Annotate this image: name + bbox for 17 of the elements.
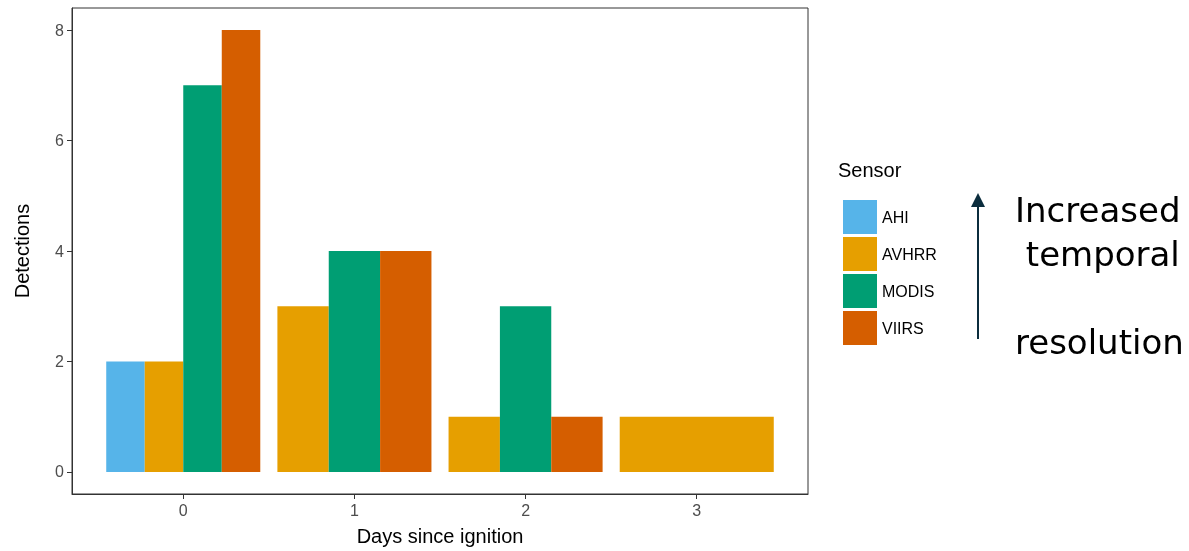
- x-tick-label: 3: [692, 501, 702, 519]
- y-tick-label: 6: [55, 132, 65, 150]
- legend-label: AVHRR: [882, 245, 937, 263]
- y-tick-label: 2: [55, 352, 65, 370]
- legend-label: VIIRS: [882, 319, 924, 337]
- legend-title: Sensor: [838, 159, 902, 181]
- x-tick-label: 2: [521, 501, 531, 519]
- x-tick-label: 0: [178, 501, 188, 519]
- legend-label: AHI: [882, 208, 909, 226]
- x-tick-label: 1: [349, 501, 359, 519]
- y-tick-label: 0: [55, 463, 65, 481]
- legend-label: MODIS: [882, 282, 935, 300]
- y-tick-label: 4: [55, 242, 65, 260]
- text: Increased temporal resolution: [1015, 190, 1184, 362]
- y-tick-label: 8: [55, 21, 65, 39]
- x-axis-title: Days since ignition: [356, 525, 524, 547]
- y-axis-title: Detections: [11, 203, 33, 299]
